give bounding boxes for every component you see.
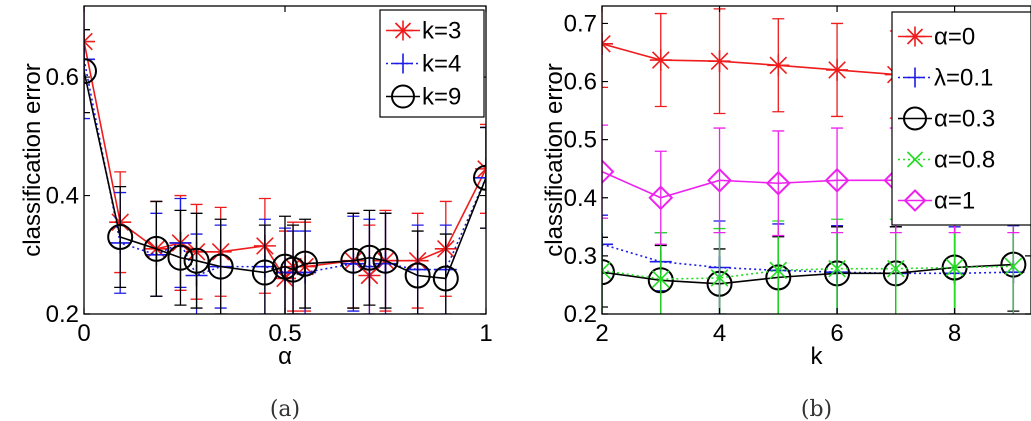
x-tick-label: 6 — [830, 320, 843, 347]
data-point — [650, 49, 672, 71]
legend-label: α=0.8 — [934, 147, 995, 174]
x-axis-label: k — [811, 343, 824, 370]
legend: α=0 λ=0.1 α=0.3 α=0.8 α=1 — [892, 12, 1031, 225]
y-tick-label: 0.2 — [46, 301, 79, 328]
y-tick-label: 0.4 — [564, 185, 597, 212]
legend-label: α=0 — [934, 24, 975, 51]
legend-label: α=1 — [934, 188, 975, 215]
y-axis-label: classification error — [19, 63, 46, 256]
panel-caption: (b) — [801, 397, 832, 421]
y-tick-label: 0.6 — [46, 64, 79, 91]
y-tick-label: 0.5 — [564, 127, 597, 154]
legend-marker — [905, 27, 925, 47]
x-tick-label: 4 — [713, 320, 726, 347]
legend-label: α=0.3 — [934, 106, 995, 133]
y-tick-label: 0.3 — [564, 243, 597, 270]
series-3 — [594, 217, 1022, 327]
data-point — [709, 50, 731, 72]
panel-caption: (a) — [270, 397, 300, 421]
x-tick-label: 2 — [595, 320, 608, 347]
legend: k=3 k=4 k=9 — [380, 10, 484, 117]
y-axis-label: classification error — [541, 63, 568, 256]
legend-label: k=4 — [422, 51, 461, 78]
x-tick-label: 1 — [479, 320, 492, 347]
y-tick-label: 0.7 — [564, 10, 597, 37]
data-point — [826, 59, 848, 81]
x-axis-label: α — [278, 343, 292, 370]
data-point — [767, 54, 789, 76]
legend-label: k=9 — [422, 84, 461, 111]
y-tick-label: 0.6 — [564, 69, 597, 96]
x-tick-label: 8 — [948, 320, 961, 347]
legend-label: λ=0.1 — [934, 65, 993, 92]
y-tick-label: 0.4 — [46, 183, 79, 210]
panel-b: 2 4 6 8 0.2 0.3 0.4 0.5 0.6 0.7 k classification er… — [541, 0, 1031, 421]
y-tick-label: 0.2 — [564, 301, 597, 328]
x-tick-label: 0 — [77, 320, 90, 347]
legend-marker — [393, 21, 413, 41]
legend-label: k=3 — [422, 18, 461, 45]
